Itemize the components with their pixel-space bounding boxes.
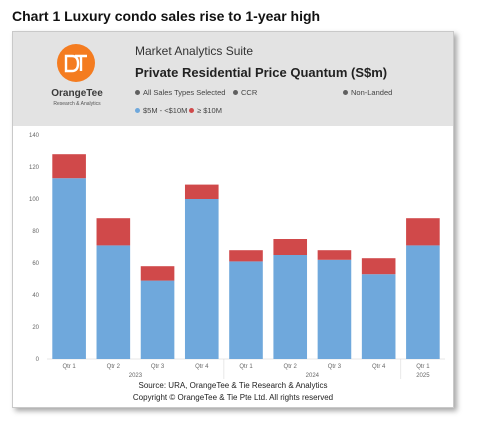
filter-dot-icon [343,90,348,95]
bar-segment-5m-10m [184,199,219,359]
x-tick-label: Qtr 4 [195,364,209,370]
bar-segment-10m-plus [140,266,175,281]
y-tick-label: 40 [32,293,39,299]
x-tick-label: Qtr 4 [372,364,386,370]
x-year-label: 2023 [129,373,143,379]
bar-segment-10m-plus [317,250,352,260]
y-tick-label: 140 [29,133,40,139]
x-tick-label: Qtr 3 [151,364,165,370]
copyright-note: Copyright © OrangeTee & Tie Pte Ltd. All… [132,393,334,402]
legend-item-5m-10m[interactable]: $5M - <$10M [135,106,187,115]
legend-label: ≥ $10M [197,106,222,115]
filter-label: All Sales Types Selected [143,88,226,97]
bar-segment-10m-plus [52,154,86,179]
chart-card: OrangeTee Research & Analytics Market An… [12,31,454,408]
chart-header: OrangeTee Research & Analytics Market An… [13,32,453,126]
chart-title: Private Residential Price Quantum (S$m) [135,65,388,80]
x-tick-label: Qtr 1 [239,364,253,370]
y-tick-label: 60 [32,261,39,267]
orangetee-logo [57,44,95,82]
y-tick-label: 80 [32,229,39,235]
bar-segment-5m-10m [361,274,396,359]
filter-label: Non-Landed [351,88,393,97]
bar-segment-5m-10m [229,261,263,359]
x-tick-label: Qtr 2 [284,364,298,370]
x-tick-label: Qtr 2 [107,364,121,370]
legend-item-10m-plus[interactable]: ≥ $10M [189,106,222,115]
x-year-label: 2024 [306,373,320,379]
x-tick-label: Qtr 1 [62,364,76,370]
bar-segment-10m-plus [361,258,396,275]
logo-tagline: Research & Analytics [53,101,101,107]
y-tick-label: 100 [29,197,40,203]
logo-name: OrangeTee [51,88,103,99]
bar-segment-5m-10m [96,245,131,359]
suite-title: Market Analytics Suite [135,44,254,58]
bar-segment-10m-plus [96,218,131,246]
bar-segment-10m-plus [229,250,263,262]
bar-chart: 0 20 40 60 80 100 120 140 Qtr 1 Qtr 2 Qtr 3 Qtr 4 Qt… [29,133,445,379]
bar-segment-10m-plus [184,184,219,199]
legend-label: $5M - <$10M [143,106,188,115]
filter-label: CCR [241,88,258,97]
bar-segment-5m-10m [140,280,175,359]
bar-segment-10m-plus [273,239,308,255]
filter-ccr[interactable]: CCR [233,88,257,97]
bar-segment-5m-10m [406,245,440,359]
filter-dot-icon [233,90,238,95]
filter-sales-types[interactable]: All Sales Types Selected [135,88,225,97]
y-tick-label: 120 [29,165,40,171]
bar-segment-5m-10m [317,259,352,359]
x-tick-label: Qtr 3 [328,364,342,370]
page-heading: Chart 1 Luxury condo sales rise to 1-yea… [12,8,321,24]
logo-mark-icon [64,54,87,73]
y-tick-label: 20 [32,325,39,331]
bar-segment-10m-plus [406,218,440,246]
legend-swatch-icon [135,108,140,113]
legend-swatch-icon [189,108,194,113]
filter-non-landed[interactable]: Non-Landed [343,88,392,97]
bar-segment-5m-10m [273,255,308,359]
filter-dot-icon [135,90,140,95]
x-year-label: 2025 [416,373,430,379]
bar-segment-5m-10m [52,178,86,359]
y-tick-label: 0 [36,357,40,363]
source-note: Source: URA, OrangeTee & Tie Research & … [138,381,328,390]
x-tick-label: Qtr 1 [416,364,430,370]
